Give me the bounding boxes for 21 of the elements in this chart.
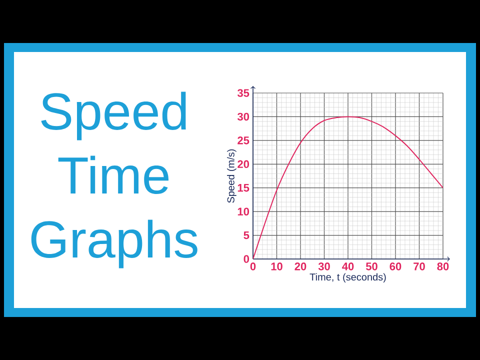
x-tick-label: 30	[318, 262, 330, 270]
y-tick-label: 35	[237, 89, 250, 97]
line-series	[253, 116, 443, 259]
x-axis-title: Time, t (seconds)	[310, 273, 386, 283]
y-tick-label: 5	[244, 231, 250, 240]
x-tick-label: 20	[294, 262, 306, 270]
y-tick-label: 15	[238, 184, 250, 192]
text: Speed Time Graphs	[31, 92, 198, 268]
y-axis-title: Speed (m/s)	[227, 149, 236, 203]
x-tick-label: 0	[250, 262, 256, 270]
x-tick-label: 60	[390, 262, 402, 270]
x-tick-label: 50	[366, 262, 378, 270]
y-tick-label: 25	[238, 136, 250, 144]
x-tick-label: 40	[342, 262, 354, 270]
x-tick-label: 10	[271, 262, 282, 270]
y-tick-label: 20	[238, 160, 250, 168]
y-tick-label: 10	[238, 208, 250, 216]
x-tick-label: 80	[437, 262, 449, 270]
x-tick-label: 70	[414, 262, 425, 270]
y-tick-label: 30	[237, 112, 250, 121]
y-tick-label: 0	[244, 255, 250, 263]
